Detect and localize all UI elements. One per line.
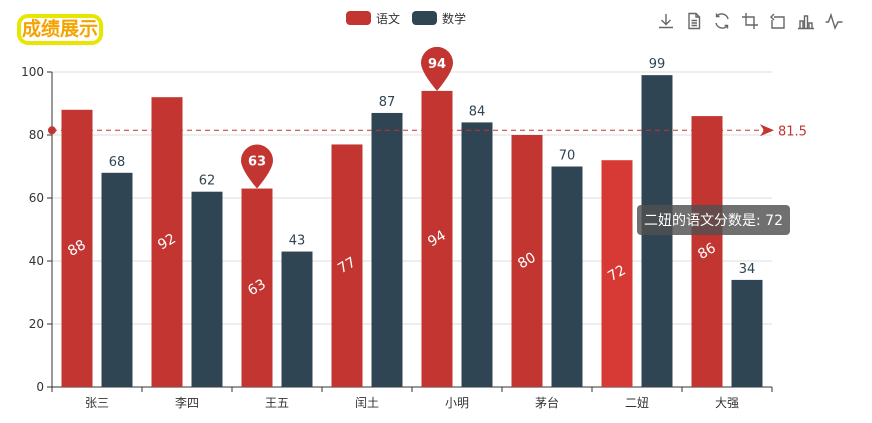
bar-chinese xyxy=(151,97,183,387)
data-label-chinese: 86 xyxy=(695,240,719,263)
bar-math xyxy=(191,191,223,387)
bar-chinese xyxy=(331,144,363,387)
mark-point-pin xyxy=(421,46,453,91)
legend-swatch-math xyxy=(412,11,438,25)
download-icon[interactable] xyxy=(656,11,676,31)
x-tick-label: 大强 xyxy=(715,396,739,410)
legend-item-chinese[interactable]: 语文 xyxy=(346,10,400,27)
x-tick-label: 王五 xyxy=(265,396,289,410)
mark-line-arrow xyxy=(760,124,774,137)
data-label-chinese: 94 xyxy=(425,228,449,251)
tooltip: 二妞的语文分数是: 72 xyxy=(637,205,790,235)
mark-point-label: 63 xyxy=(248,155,266,170)
zoom-icon[interactable] xyxy=(740,11,760,31)
data-label-math: 70 xyxy=(559,149,576,164)
bar-chinese xyxy=(601,160,633,387)
bar-math xyxy=(461,122,493,388)
x-tick-label: 小明 xyxy=(445,396,469,410)
bar-chinese xyxy=(241,188,273,387)
bar-chinese xyxy=(61,109,93,388)
x-tick-label: 二妞 xyxy=(625,396,649,410)
x-tick-label: 闰土 xyxy=(355,396,379,410)
x-tick-label: 张三 xyxy=(85,396,109,410)
mark-point-pin xyxy=(241,144,273,189)
bar-chinese xyxy=(511,135,543,387)
x-tick-label: 李四 xyxy=(175,395,199,410)
mark-line-label: 81.5 xyxy=(778,124,807,139)
toolbox xyxy=(656,11,844,31)
data-label-chinese: 63 xyxy=(245,276,268,299)
data-label-chinese: 72 xyxy=(605,262,628,285)
bar-math xyxy=(371,112,403,387)
data-label-math: 34 xyxy=(739,262,756,277)
data-view-icon[interactable] xyxy=(684,11,704,31)
bar-math xyxy=(281,251,313,387)
legend: 语文 数学 xyxy=(346,9,466,27)
bar-chinese xyxy=(691,116,723,387)
y-tick-label: 80 xyxy=(29,128,44,142)
y-tick-label: 0 xyxy=(36,380,44,394)
legend-label-chinese: 语文 xyxy=(376,11,401,26)
legend-item-math[interactable]: 数学 xyxy=(412,10,466,27)
data-label-math: 43 xyxy=(289,234,306,249)
data-label-chinese: 77 xyxy=(335,254,358,277)
legend-swatch-chinese xyxy=(346,11,371,25)
data-label-math: 99 xyxy=(649,57,666,72)
y-tick-label: 20 xyxy=(29,317,44,331)
restore-icon[interactable] xyxy=(712,11,732,31)
data-label-math: 62 xyxy=(199,174,216,189)
data-label-math: 84 xyxy=(469,104,486,119)
bar-chart-icon[interactable] xyxy=(796,11,816,31)
y-tick-label: 60 xyxy=(29,191,44,205)
zoom-reset-icon[interactable] xyxy=(768,11,788,31)
y-tick-label: 100 xyxy=(21,65,44,79)
line-chart-icon[interactable] xyxy=(824,11,844,31)
bar-math xyxy=(731,279,763,387)
y-tick-label: 40 xyxy=(29,254,44,268)
data-label-chinese: 80 xyxy=(515,250,538,273)
data-label-chinese: 92 xyxy=(155,231,178,254)
data-label-math: 87 xyxy=(379,95,396,110)
data-label-chinese: 88 xyxy=(65,237,88,260)
bar-chinese xyxy=(421,90,453,388)
chart-title: 成绩展示 xyxy=(17,14,103,45)
bar-math xyxy=(101,172,133,387)
x-tick-label: 茅台 xyxy=(535,395,559,410)
bar-math xyxy=(551,166,583,387)
legend-label-math: 数学 xyxy=(442,11,467,26)
data-label-math: 68 xyxy=(109,155,126,170)
mark-point-label: 94 xyxy=(428,57,446,72)
